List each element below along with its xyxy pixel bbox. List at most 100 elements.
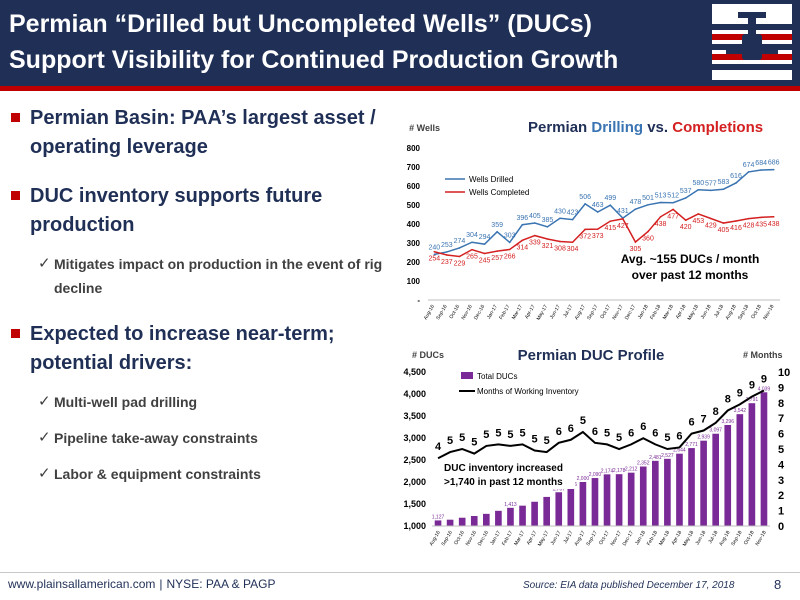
chart1-title: Permian Drilling vs. Completions bbox=[528, 119, 763, 136]
chart1-data-label: 501 bbox=[642, 195, 654, 202]
chart1-point bbox=[458, 255, 461, 258]
chart2-bar-label: 2,527 bbox=[661, 453, 674, 459]
chart1-point bbox=[772, 168, 775, 171]
chart2-y2-tick: 9 bbox=[778, 382, 784, 394]
bullet-expected-increase: Expected to increase near-term; potentia… bbox=[8, 320, 388, 378]
chart1-point bbox=[722, 188, 725, 191]
chart2-bar-label: 2,939 bbox=[697, 435, 710, 441]
chart1-data-label: 373 bbox=[592, 233, 604, 240]
sub-bullet-text: Labor & equipment constraints bbox=[54, 466, 261, 482]
chart1-data-label: 429 bbox=[705, 222, 717, 229]
chart1-data-label: 431 bbox=[617, 208, 629, 215]
bullet-list: Permian Basin: PAA’s largest asset / ope… bbox=[8, 104, 388, 506]
chart1-data-label: 435 bbox=[755, 221, 767, 228]
sub-bullet-rig-decline: ✓ Mitigates impact on production in the e… bbox=[8, 252, 388, 300]
chart1-data-label: 253 bbox=[441, 242, 453, 249]
chart2-months-label: 6 bbox=[652, 427, 658, 439]
chart2-months-label: 9 bbox=[761, 373, 767, 385]
chart1-data-label: 405 bbox=[529, 213, 541, 220]
chart1-point bbox=[521, 239, 524, 242]
chart1-x-tick: Oct-17 bbox=[599, 304, 612, 320]
chart1-x-tick: Jan-18 bbox=[637, 304, 650, 320]
chart1-data-label: 583 bbox=[718, 179, 730, 186]
chart2-x-tick: Jul-18 bbox=[707, 530, 719, 545]
chart1-point bbox=[446, 254, 448, 256]
chart1-x-axis: Aug-16 Sep-16 Oct-16 Nov-16 Dec-16 Jan-17 Feb-… bbox=[423, 304, 776, 322]
chart1-data-label: 339 bbox=[529, 240, 541, 247]
chart1-point bbox=[634, 241, 637, 243]
chart2-months-label: 6 bbox=[676, 430, 682, 442]
chart1-data-label: 229 bbox=[454, 260, 466, 267]
chart1-point bbox=[684, 197, 687, 199]
footer-url-link[interactable]: www.plainsallamerican.com bbox=[8, 577, 156, 591]
chart2-bar-label: 2,644 bbox=[673, 448, 686, 454]
chart1-data-label: 304 bbox=[567, 246, 579, 253]
chart1-point bbox=[735, 182, 737, 184]
chart1-series-line-0 bbox=[434, 168, 774, 256]
chart1-data-label: 360 bbox=[642, 236, 654, 243]
title-accent-bar bbox=[0, 86, 800, 91]
chart2-bar bbox=[736, 414, 744, 526]
chart1-data-label: 616 bbox=[730, 173, 742, 180]
chart2-bar-label: 2,000 bbox=[577, 476, 590, 482]
chart1-data-label: 359 bbox=[491, 222, 503, 229]
chart2-bar-label: 2,178 bbox=[613, 468, 626, 474]
chart2-ylabel: # DUCs bbox=[412, 350, 444, 360]
chart2-y2-tick: 5 bbox=[778, 444, 784, 456]
chart1-point bbox=[647, 204, 649, 206]
chart2-x-tick: Dec-17 bbox=[622, 530, 635, 547]
chart1-data-label: 463 bbox=[592, 202, 604, 209]
chart2-bar bbox=[627, 472, 635, 526]
chart1-x-tick: May-18 bbox=[686, 304, 700, 322]
chart2-bar bbox=[760, 392, 768, 526]
chart2-bar bbox=[555, 492, 563, 526]
footer-source: Source: EIA data published December 17, … bbox=[523, 580, 735, 591]
chart1-y-tick: 500 bbox=[407, 201, 421, 210]
chart1-x-tick: Dec-17 bbox=[624, 304, 637, 321]
chart1-data-label: 305 bbox=[630, 246, 642, 253]
chart1-point bbox=[710, 217, 712, 220]
chart1-point bbox=[483, 243, 486, 245]
chart2-months-label: 5 bbox=[519, 427, 525, 439]
chart2-bar-label: 2,771 bbox=[685, 442, 698, 448]
chart2-y-tick: 3,000 bbox=[403, 433, 426, 443]
bullet-square-icon bbox=[11, 113, 20, 122]
chart1-data-label: 274 bbox=[454, 238, 466, 245]
footer-separator: | bbox=[159, 577, 163, 591]
chart2-bar bbox=[495, 510, 502, 526]
chart2-months-label: 6 bbox=[688, 417, 694, 429]
chart2-bar bbox=[664, 458, 671, 526]
legend-drilled-label: Wells Drilled bbox=[469, 175, 513, 184]
chart1-data-label: 684 bbox=[755, 160, 767, 167]
chart2-title: Permian DUC Profile bbox=[518, 347, 665, 364]
chart1-point bbox=[747, 171, 750, 173]
chart1-data-label: 372 bbox=[579, 233, 591, 240]
chart1-data-label: 396 bbox=[516, 215, 528, 222]
chart1-y-axis: 800 700 600 500 400 300 200 100 - bbox=[407, 144, 780, 305]
bullet-text: DUC inventory supports future production bbox=[30, 185, 323, 236]
chart2-y2-tick: 7 bbox=[778, 413, 784, 425]
chart2-bar bbox=[615, 474, 623, 526]
chart2-x-tick: Jun-18 bbox=[694, 530, 707, 546]
chart2-months-label: 5 bbox=[532, 434, 538, 446]
chart1-x-tick: Mar-17 bbox=[511, 304, 524, 321]
chart1-x-tick: Feb-18 bbox=[649, 304, 662, 321]
chart2-months-label: 8 bbox=[713, 406, 719, 418]
chart1-x-tick: Nov-18 bbox=[762, 304, 775, 321]
chart2-annotation-line-2: >1,740 in past 12 months bbox=[444, 477, 563, 488]
chart2-y-tick: 1,000 bbox=[403, 521, 426, 531]
chart1-annotation-line-1: Avg. ~155 DUCs / month bbox=[621, 252, 760, 266]
chart2-bar bbox=[591, 478, 599, 526]
chart2-bar-label: 2,212 bbox=[625, 467, 638, 473]
chart2-y2-tick: 0 bbox=[778, 521, 784, 533]
chart1-data-label: 420 bbox=[680, 224, 692, 231]
chart1-point bbox=[634, 208, 637, 210]
chart2-months-label: 5 bbox=[664, 432, 670, 444]
chart2-y2-tick: 2 bbox=[778, 490, 784, 502]
chart1-point bbox=[647, 230, 649, 233]
bullet-permian-basin: Permian Basin: PAA’s largest asset / ope… bbox=[8, 104, 388, 162]
chart2-y-tick: 3,500 bbox=[403, 411, 426, 421]
chart1-data-label: 304 bbox=[466, 232, 478, 239]
